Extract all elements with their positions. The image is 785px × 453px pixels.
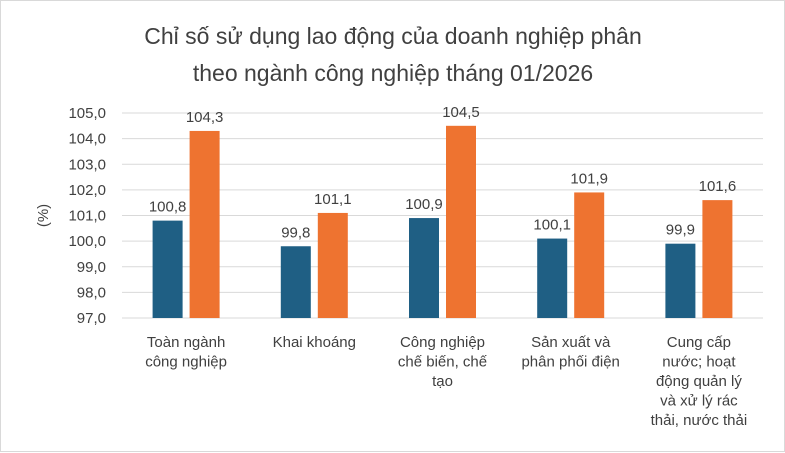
- bar: [446, 125, 476, 318]
- data-label: 104,3: [186, 109, 224, 126]
- data-label: 101,9: [570, 170, 608, 187]
- x-category-label: chế biến, chế: [398, 354, 488, 371]
- data-label: 101,6: [699, 178, 737, 195]
- y-axis-label: (%): [35, 204, 52, 227]
- y-tick-label: 104,0: [68, 131, 106, 148]
- data-label: 104,5: [442, 104, 480, 121]
- x-category-label: thải, nước thải: [651, 412, 748, 429]
- bar: [189, 130, 220, 318]
- y-tick-label: 98,0: [77, 284, 106, 301]
- chart-title-line: theo ngành công nghiệp tháng 01/2026: [193, 60, 593, 86]
- bar: [280, 246, 311, 318]
- y-tick-label: 100,0: [68, 233, 106, 250]
- y-tick-label: 99,0: [77, 259, 106, 276]
- data-label: 100,1: [533, 217, 571, 234]
- bar: [409, 218, 439, 318]
- x-category-label: Công nghiệp: [400, 334, 485, 351]
- x-category-label: Toàn ngành: [147, 334, 225, 351]
- y-tick-label: 97,0: [77, 310, 106, 327]
- data-label: 99,8: [281, 224, 310, 241]
- data-label: 100,8: [149, 199, 187, 216]
- data-label: 99,9: [666, 222, 695, 239]
- chart-title-line: Chỉ số sử dụng lao động của doanh nghiệp…: [144, 23, 642, 49]
- x-category-label: Khai khoáng: [273, 334, 356, 351]
- x-category-label: và xử lý rác: [660, 393, 738, 410]
- y-tick-label: 101,0: [68, 208, 106, 225]
- x-category-label: tạo: [432, 373, 453, 390]
- x-category-label: Sản xuất và: [531, 334, 611, 351]
- bar: [665, 243, 696, 318]
- bar: [537, 238, 568, 318]
- data-label: 101,1: [314, 191, 352, 208]
- x-category-label: Cung cấp: [667, 334, 731, 351]
- bar: [574, 192, 605, 318]
- x-category-label: công nghiệp: [145, 354, 227, 371]
- x-category-label: nước; hoạt: [662, 354, 736, 371]
- bar: [317, 212, 348, 318]
- x-category-label: phân phối điện: [521, 354, 619, 371]
- y-tick-label: 105,0: [68, 105, 106, 122]
- bar: [702, 200, 733, 318]
- y-tick-label: 102,0: [68, 182, 106, 199]
- data-label: 100,9: [405, 196, 443, 213]
- bar: [152, 220, 183, 318]
- x-category-label: động quản lý: [656, 373, 742, 390]
- y-tick-label: 103,0: [68, 156, 106, 173]
